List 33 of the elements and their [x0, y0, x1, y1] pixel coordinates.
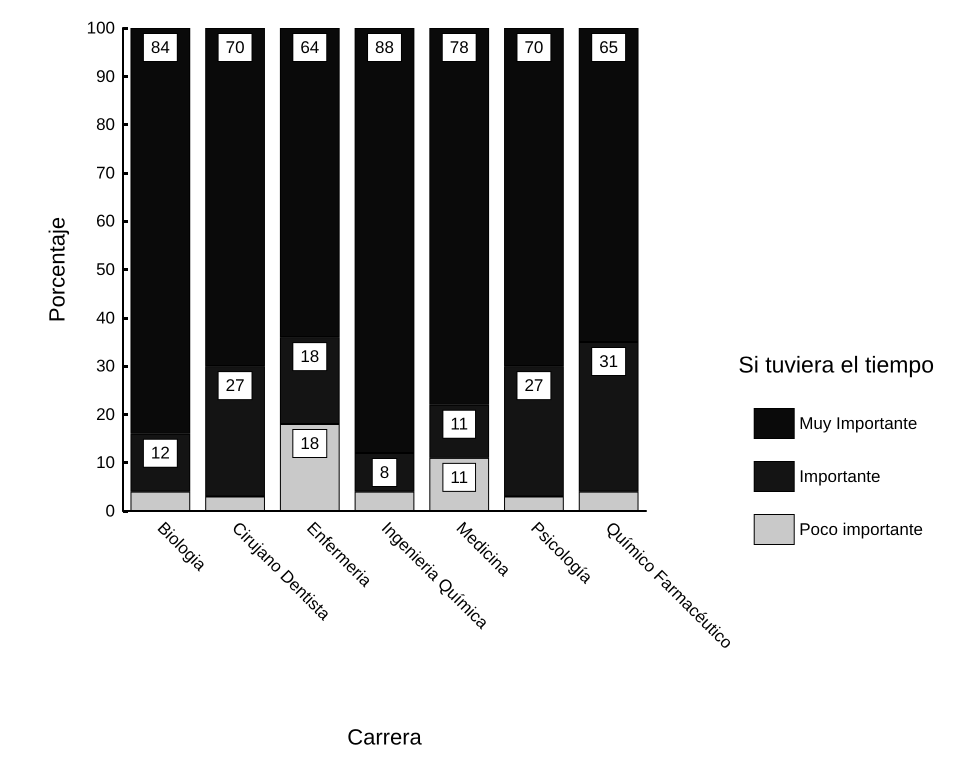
- legend-label: Muy Importante: [799, 414, 918, 433]
- x-axis-title: Carrera: [347, 724, 423, 750]
- data-label: 84: [150, 38, 170, 57]
- data-label: 65: [599, 38, 618, 57]
- y-tick-label: 0: [106, 502, 115, 520]
- data-label: 64: [300, 38, 320, 57]
- legend-label: Importante: [799, 467, 880, 486]
- y-tick-label: 70: [96, 163, 115, 182]
- data-label: 27: [226, 376, 245, 396]
- legend-title: Si tuviera el tiempo: [738, 352, 934, 378]
- y-tick-label: 20: [96, 404, 115, 424]
- data-label: 18: [300, 434, 320, 454]
- y-tick-label: 10: [96, 453, 115, 472]
- y-tick-label: 90: [96, 66, 115, 86]
- data-label: 12: [150, 444, 170, 463]
- data-label: 8: [380, 463, 390, 482]
- y-tick-label: 60: [96, 212, 115, 231]
- data-label: 11: [450, 414, 468, 434]
- y-tick-label: 100: [86, 18, 115, 38]
- data-label: 78: [450, 38, 469, 57]
- data-label: 11: [450, 468, 468, 487]
- data-label: 70: [226, 38, 245, 57]
- y-tick-label: 80: [96, 115, 115, 134]
- data-label: 70: [524, 38, 544, 57]
- y-tick-label: 50: [96, 260, 115, 279]
- legend-label: Poco importante: [799, 520, 924, 539]
- y-axis-title: Porcentaje: [44, 216, 70, 322]
- data-label: 18: [300, 347, 320, 366]
- data-label: 31: [599, 352, 618, 371]
- y-tick-label: 30: [96, 356, 115, 376]
- data-label: 27: [524, 376, 544, 396]
- data-label: 88: [375, 38, 394, 57]
- y-tick-label: 40: [96, 308, 115, 328]
